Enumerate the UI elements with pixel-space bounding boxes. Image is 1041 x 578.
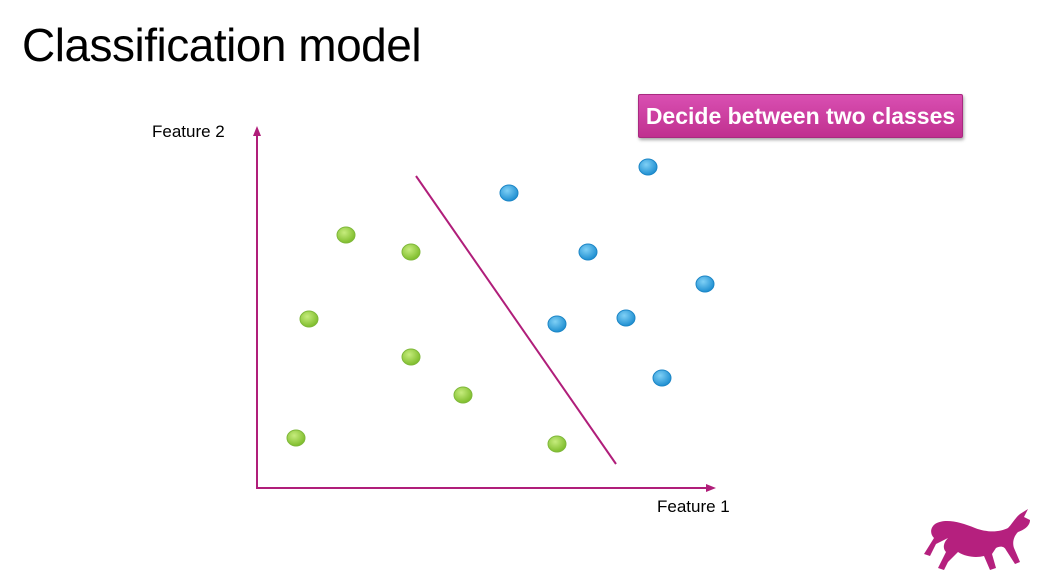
decision-boundary [415,175,617,465]
y-axis-arrow [253,126,261,136]
callout-box: Decide between two classes [638,94,963,138]
class-green-points [286,226,567,453]
blue-point [616,309,636,327]
x-axis-label: Feature 1 [657,497,730,516]
blue-point [578,243,598,261]
blue-point [499,184,519,202]
green-point [299,310,319,328]
green-point [547,435,567,453]
running-dog-icon [924,509,1030,570]
blue-point [547,315,567,333]
green-point [453,386,473,404]
x-axis-arrow [706,484,716,492]
slide-title: Classification model [22,19,422,71]
blue-point [695,275,715,293]
green-point [401,243,421,261]
green-point [286,429,306,447]
blue-point [652,369,672,387]
y-axis-label: Feature 2 [152,122,225,141]
blue-point [638,158,658,176]
green-point [401,348,421,366]
class-blue-points [499,158,715,387]
green-point [336,226,356,244]
